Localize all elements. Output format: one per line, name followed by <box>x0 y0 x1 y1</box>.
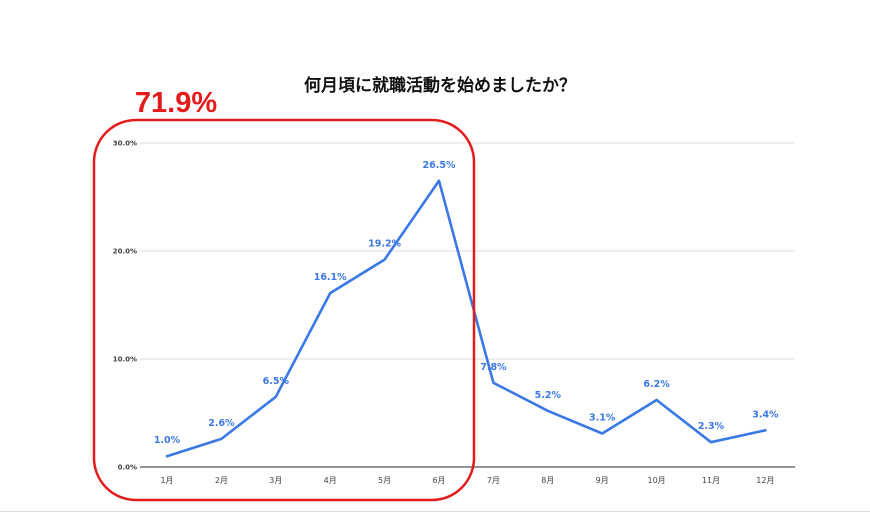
x-tick-label: 7月 <box>487 476 500 485</box>
x-axis-ticks: 1月 2月 3月 4月 5月 6月 7月 8月 9月 10月 11月 12月 <box>160 476 774 485</box>
data-label: 16.1% <box>314 272 347 283</box>
data-label: 26.5% <box>423 160 456 171</box>
y-axis-ticks: 0.0% 10.0% 20.0% 30.0% <box>113 140 137 472</box>
data-label: 5.2% <box>535 390 562 401</box>
x-tick-label: 3月 <box>269 476 282 485</box>
highlight-callout: 71.9% <box>135 87 217 119</box>
bottom-divider <box>0 511 870 512</box>
data-label: 6.5% <box>263 376 290 387</box>
x-tick-label: 9月 <box>596 476 609 485</box>
x-tick-label: 1月 <box>160 476 173 485</box>
data-label: 6.2% <box>643 379 670 390</box>
gridlines <box>140 142 795 468</box>
data-label: 7.8% <box>480 362 507 373</box>
series-line <box>165 179 767 458</box>
data-label: 19.2% <box>368 239 401 250</box>
data-label: 2.6% <box>208 418 235 429</box>
x-tick-label: 8月 <box>541 476 554 485</box>
x-tick-label: 11月 <box>702 476 720 485</box>
y-tick-label: 0.0% <box>118 464 137 472</box>
y-tick-label: 10.0% <box>113 356 137 364</box>
data-label: 2.3% <box>698 421 725 432</box>
highlight-box <box>92 118 476 502</box>
data-labels: 1.0% 2.6% 6.5% 16.1% 19.2% 26.5% 7.8% 5.2% 3.1% 6… <box>154 160 779 446</box>
chart-title: 何月頃に就職活動を始めましたか？ <box>304 75 576 96</box>
x-tick-label: 5月 <box>378 476 391 485</box>
x-tick-label: 2月 <box>215 476 228 485</box>
data-label: 3.4% <box>752 409 779 420</box>
y-tick-label: 20.0% <box>113 248 137 256</box>
x-tick-label: 12月 <box>756 476 774 485</box>
y-tick-label: 30.0% <box>113 140 137 148</box>
x-tick-label: 6月 <box>432 476 445 485</box>
x-tick-label: 10月 <box>648 476 666 485</box>
x-tick-label: 4月 <box>324 476 337 485</box>
data-label: 1.0% <box>154 435 181 446</box>
data-label: 3.1% <box>589 413 616 424</box>
